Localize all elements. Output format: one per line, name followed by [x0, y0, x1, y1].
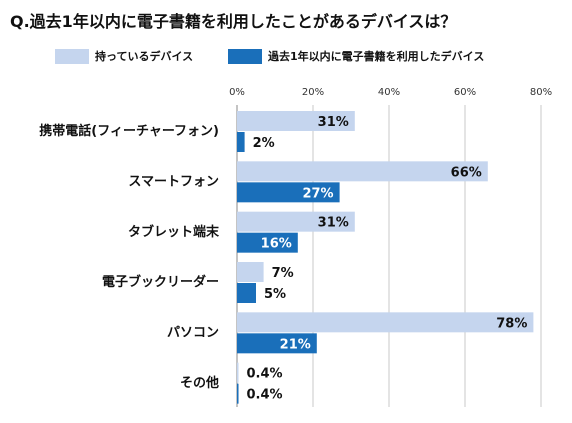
bar-owned — [237, 161, 488, 182]
legend-label-owned: 持っているデバイス — [95, 50, 194, 63]
legend-swatch-owned — [55, 48, 89, 64]
data-label-owned: 66% — [451, 165, 482, 180]
category-label: タブレット端末 — [128, 224, 220, 240]
legend-item-owned: 持っているデバイス — [55, 48, 193, 64]
data-label-owned: 0.4% — [247, 367, 283, 382]
chart-title: Q.過去1年以内に電子書籍を利用したことがあるデバイスは？ — [10, 12, 457, 31]
legend-label-used: 過去1年以内に電子書籍を利用したデバイス — [268, 50, 485, 63]
bar-owned — [237, 362, 239, 383]
data-label-used: 21% — [280, 337, 311, 352]
category-label: スマートフォン — [128, 175, 219, 190]
x-tick-label: 60% — [454, 87, 476, 98]
bar-used — [237, 132, 245, 152]
data-label-owned: 31% — [318, 216, 349, 231]
bar-owned — [237, 312, 534, 333]
bar-owned — [237, 211, 355, 232]
data-label-used: 27% — [302, 186, 333, 201]
bar-used — [237, 283, 256, 303]
data-label-owned: 31% — [318, 115, 349, 130]
data-label-owned: 78% — [496, 316, 527, 331]
category-label: 携帯電話(フィーチャーフォン) — [39, 123, 219, 139]
x-tick-label: 20% — [302, 87, 324, 98]
x-tick-label: 80% — [530, 87, 552, 98]
legend-swatch-used — [228, 48, 262, 64]
legend-item-used: 過去1年以内に電子書籍を利用したデバイス — [228, 48, 484, 64]
data-label-used: 5% — [264, 287, 286, 302]
bar-used — [237, 383, 239, 404]
x-tick-label: 0% — [229, 87, 245, 98]
bar-used — [237, 232, 298, 253]
bar-owned — [237, 111, 355, 131]
bar-used — [237, 182, 340, 203]
x-tick-label: 40% — [378, 87, 400, 98]
data-label-used: 0.4% — [247, 388, 283, 403]
data-label-used: 2% — [253, 136, 275, 151]
bar-used — [237, 333, 317, 354]
category-label: 電子ブックリーダー — [102, 274, 219, 290]
data-label-owned: 7% — [272, 266, 294, 281]
data-label-used: 16% — [261, 237, 292, 252]
category-label: その他 — [180, 375, 219, 391]
category-label: パソコン — [167, 326, 219, 341]
bar-owned — [237, 262, 264, 282]
